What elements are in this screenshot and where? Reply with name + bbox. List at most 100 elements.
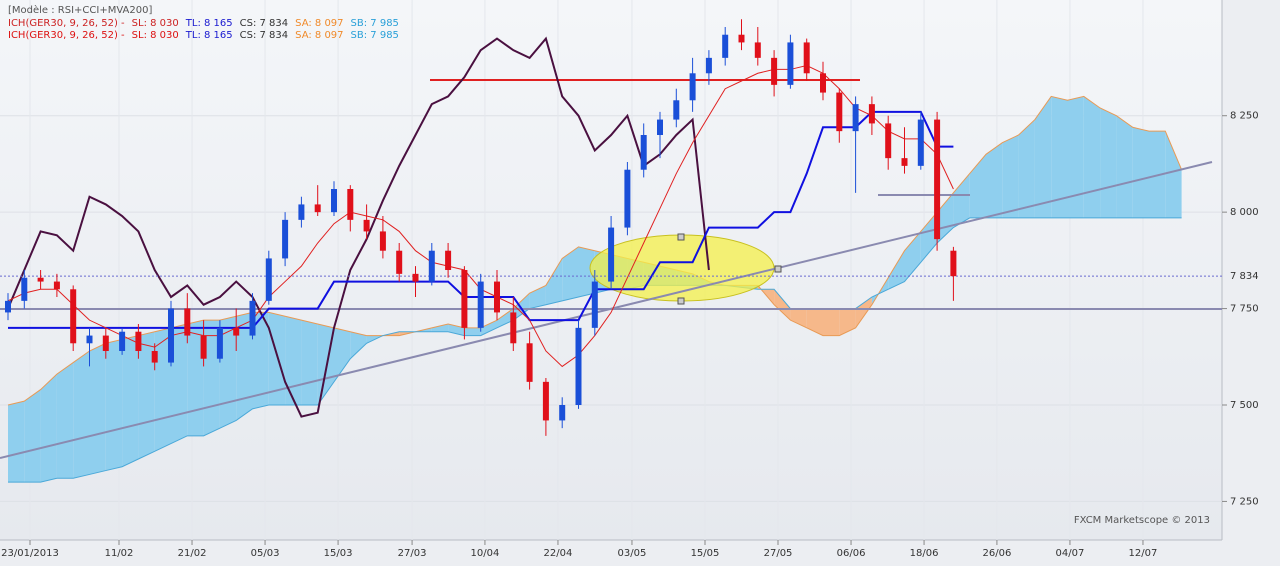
candle-body [70, 289, 77, 344]
legend-item: SB: 7 985 [351, 30, 399, 41]
candle-body [738, 34, 745, 43]
candle-body [477, 281, 484, 328]
x-tick-label: 27/03 [398, 548, 427, 559]
cloud-segment [350, 331, 367, 359]
candle-body [37, 277, 44, 282]
x-tick-label: 05/03 [251, 548, 280, 559]
candle-body [934, 119, 941, 240]
handle [774, 265, 782, 273]
cloud-segment [920, 212, 938, 263]
cloud-segment [823, 308, 840, 336]
cloud-segment [154, 327, 171, 452]
model-label: [Modèle : RSI+CCI+MVA200] [8, 4, 152, 16]
candle-body [363, 219, 370, 232]
cloud-segment [1132, 127, 1149, 218]
candle-body [168, 308, 174, 363]
candle-body [265, 258, 272, 301]
candle-body [314, 204, 321, 213]
candle-body [950, 250, 957, 277]
cloud-segment [252, 312, 269, 409]
candle-body [233, 327, 240, 336]
candle-body [526, 343, 533, 382]
cloud-segment [24, 389, 41, 483]
cloud-segment [334, 327, 351, 382]
oscillator-line [7, 36, 710, 418]
cloud-segment [89, 343, 106, 475]
candle-body [787, 42, 794, 85]
candle-body [868, 104, 875, 124]
candle-body [494, 281, 500, 313]
cloud-segment [138, 331, 155, 459]
legend-item: TL: 8 165 [185, 18, 233, 29]
candle-body [820, 73, 826, 93]
candle-body [282, 219, 289, 259]
legend-item: SB: 7 985 [351, 18, 399, 29]
candle-body [119, 331, 126, 351]
y-tick-label: 8 000 [1230, 207, 1259, 218]
cloud-segment [774, 289, 791, 321]
candle-body [608, 227, 615, 282]
candle-body [21, 277, 28, 301]
cloud-segment [1100, 108, 1117, 218]
cloud-segment [187, 320, 204, 436]
cloud-segment [122, 335, 139, 467]
legend-line: ICH(GER30, 9, 26, 52) - SL: 8 030 TL: 8 16… [8, 18, 399, 29]
legend-item: CS: 7 834 [240, 18, 289, 29]
legend-item: CS: 7 834 [240, 30, 289, 41]
layers [0, 0, 1222, 540]
candle-body [705, 57, 712, 74]
candle-body [722, 34, 729, 58]
cloud-segment [497, 308, 514, 328]
candle-body [151, 351, 158, 363]
candle-body [575, 327, 582, 405]
legend-item: SL: 8 030 [132, 30, 179, 41]
cloud-segment [1116, 115, 1133, 218]
cloud-segment [268, 312, 286, 405]
candle-body [428, 250, 435, 282]
candle-body [331, 189, 337, 213]
x-tick-label: 04/07 [1056, 548, 1085, 559]
legend-item: TL: 8 165 [185, 30, 233, 41]
cloud-segment [219, 316, 237, 429]
cloud-segment [1165, 131, 1182, 218]
cloud-segment [1051, 96, 1068, 218]
candle-body [754, 42, 761, 58]
cloud-segment [56, 362, 74, 479]
cloud-segment [904, 231, 921, 282]
candle-body [852, 104, 859, 132]
cloud-segment [285, 316, 302, 405]
candle-body [771, 57, 778, 85]
candle-body [836, 92, 843, 132]
candle-body [102, 335, 109, 351]
y-tick-label: 8 250 [1230, 111, 1259, 122]
cloud-segment [888, 250, 905, 290]
candle-body [559, 405, 566, 421]
handle [677, 233, 685, 241]
cloud-segment [1002, 135, 1019, 218]
x-tick-label: 12/07 [1129, 548, 1158, 559]
candle-body [86, 335, 93, 344]
axis-panel [0, 540, 1222, 566]
cloud-segment [236, 312, 253, 421]
cloud-segment [986, 142, 1003, 218]
cloud-segment [480, 320, 497, 336]
x-tick-label: 26/06 [983, 548, 1012, 559]
cloud-segment [953, 173, 970, 228]
cloud-segment [839, 308, 856, 336]
candle-body [216, 327, 223, 359]
cloud-segment [937, 192, 954, 243]
cloud-segment [105, 339, 123, 471]
cloud-segment [464, 327, 481, 336]
cloud-segment [1018, 119, 1035, 218]
cloud-segment [73, 351, 90, 479]
axis-panel [1222, 0, 1280, 566]
last-price-label: 7 834 [1230, 271, 1259, 282]
x-tick-label: 22/04 [544, 548, 573, 559]
candle-body [624, 169, 631, 228]
x-tick-label: 11/02 [105, 548, 134, 559]
legend-item: SL: 8 030 [132, 18, 179, 29]
x-tick-label: 15/05 [691, 548, 720, 559]
cloud-segment [1034, 96, 1052, 218]
cloud-segment [1083, 96, 1101, 218]
